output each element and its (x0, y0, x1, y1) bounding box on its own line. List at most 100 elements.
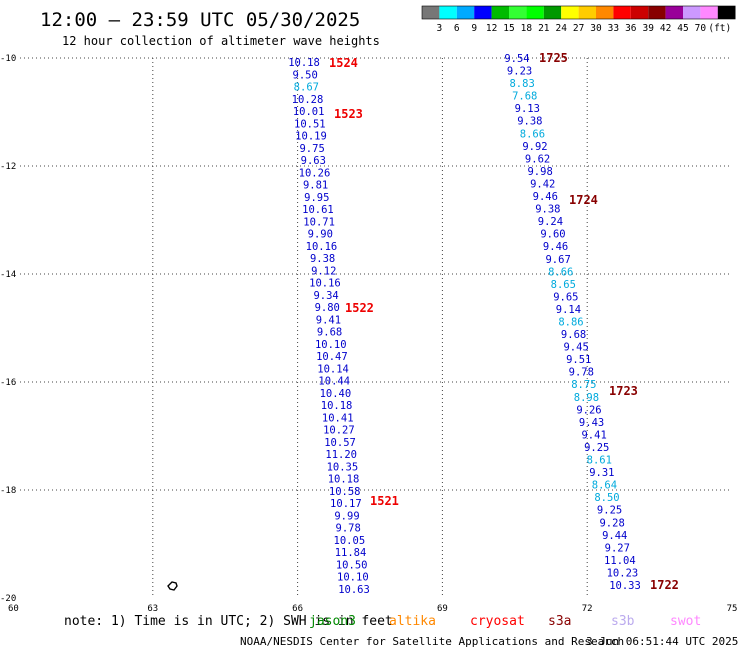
wave-height-value: 9.23 (507, 66, 532, 78)
wave-height-value: 8.50 (594, 492, 619, 504)
pass-time-label: 1522 (345, 301, 374, 315)
island-shape (167, 581, 178, 591)
legend-tick-label: 30 (590, 23, 602, 34)
page-title: 12:00 – 23:59 UTC 05/30/2025 (40, 9, 360, 31)
wave-height-value: 11.20 (325, 449, 357, 461)
legend-swatch (491, 6, 509, 19)
wave-height-value: 8.86 (558, 317, 583, 329)
wave-height-value: 10.18 (288, 57, 320, 69)
wave-height-value: 10.50 (336, 559, 368, 571)
legend-tick-label: 70 (695, 23, 707, 34)
wave-height-value: 9.42 (530, 178, 555, 190)
wave-height-value: 9.25 (597, 505, 622, 517)
wave-height-value: 9.12 (311, 265, 336, 277)
legend-swatch (439, 6, 457, 19)
wave-height-value: 9.41 (316, 314, 341, 326)
pass-time-label: 1722 (650, 578, 679, 592)
legend-swatch (526, 6, 544, 19)
wave-height-value: 10.18 (328, 474, 360, 486)
wave-height-value: 9.46 (543, 241, 568, 253)
wave-height-value: 9.38 (535, 204, 560, 216)
lat-tick-label: -10 (0, 54, 16, 64)
wave-height-value: 9.27 (605, 542, 630, 554)
wave-height-value: 11.84 (335, 547, 367, 559)
lon-tick-label: 72 (582, 604, 593, 614)
legend-frame (421, 5, 736, 20)
satellite-cryosat: cryosat (470, 614, 525, 629)
wave-height-value: 10.58 (329, 486, 361, 498)
legend-tick-label: 3 (437, 23, 443, 34)
wave-height-value: 9.99 (334, 510, 359, 522)
wave-height-value: 9.38 (517, 116, 542, 128)
legend-swatch (474, 6, 492, 19)
legend-swatch (578, 6, 596, 19)
lon-tick-label: 75 (727, 604, 738, 614)
legend-tick-label: 21 (538, 23, 550, 34)
pass-time-label: 1524 (329, 56, 358, 70)
wave-height-value: 9.65 (553, 291, 578, 303)
track-1520: 10.189.508.6710.2810.0110.5110.199.759.6… (288, 56, 399, 596)
wave-height-value: 9.98 (527, 166, 552, 178)
wave-height-value: 9.75 (299, 143, 324, 155)
wave-height-value: 11.04 (604, 555, 636, 567)
wave-height-value: 10.27 (323, 425, 355, 437)
lon-tick-label: 60 (8, 604, 19, 614)
legend-unit: (ft) (708, 23, 731, 34)
legend-swatch (561, 6, 579, 19)
wave-height-value: 8.98 (574, 392, 599, 404)
pass-time-label: 1725 (539, 51, 568, 65)
wave-height-value: 10.18 (321, 400, 353, 412)
wave-height-value: 9.81 (303, 180, 328, 192)
lat-tick-label: -18 (0, 486, 16, 496)
wave-height-value: 10.33 (609, 580, 641, 592)
satellite-s3a: s3a (548, 614, 571, 629)
wave-height-value: 10.17 (330, 498, 362, 510)
wave-height-value: 9.63 (301, 155, 326, 167)
legend-swatch (543, 6, 562, 19)
legend-swatch (700, 6, 718, 19)
wave-height-value: 9.60 (540, 229, 565, 241)
legend-tick-label: 33 (608, 23, 619, 34)
wave-height-value: 10.40 (320, 388, 352, 400)
lon-tick-label: 69 (437, 604, 448, 614)
wave-height-value: 10.71 (303, 216, 335, 228)
timestamp-text: 3 Jun 06:51:44 UTC 2025 (586, 635, 738, 648)
legend-swatch (665, 6, 683, 19)
legend-swatch (683, 6, 701, 19)
wave-height-value: 10.01 (293, 106, 325, 118)
legend-swatch (613, 6, 631, 19)
wave-height-value: 9.44 (602, 530, 627, 542)
wave-height-value: 9.31 (589, 467, 614, 479)
wave-height-value: 9.54 (504, 53, 529, 65)
wave-height-value: 8.64 (592, 480, 617, 492)
wave-height-value: 9.25 (584, 442, 609, 454)
wave-height-value: 10.41 (322, 412, 354, 424)
wave-height-value: 10.61 (302, 204, 334, 216)
pass-time-label: 1724 (569, 193, 598, 207)
wave-height-value: 9.90 (308, 229, 333, 241)
legend-tick-label: 36 (625, 23, 637, 34)
satellite-swot: swot (670, 614, 701, 629)
legend-swatch (630, 6, 649, 19)
lon-tick-label: 63 (147, 604, 158, 614)
note-text: note: 1) Time is in UTC; 2) SWH is in fe… (64, 614, 393, 629)
satellite-jason3: jason3 (309, 614, 356, 629)
legend-tick-label: 24 (555, 23, 567, 34)
page-subtitle: 12 hour collection of altimeter wave hei… (62, 34, 380, 48)
wave-height-value: 10.51 (294, 118, 326, 130)
wave-height-value: 9.14 (556, 304, 581, 316)
wave-height-value: 9.78 (569, 367, 594, 379)
wave-height-value: 9.51 (566, 354, 591, 366)
wave-height-value: 10.05 (334, 535, 366, 547)
wave-height-value: 8.66 (548, 266, 573, 278)
wave-height-value: 9.24 (538, 216, 563, 228)
wave-height-value: 8.61 (587, 455, 612, 467)
legend-tick-label: 45 (677, 23, 688, 34)
legend-tick-label: 6 (454, 23, 460, 34)
lat-tick-label: -16 (0, 378, 16, 388)
wave-height-value: 9.95 (304, 192, 329, 204)
legend-swatch (456, 6, 475, 19)
wave-height-value: 9.68 (561, 329, 586, 341)
wave-height-value: 9.62 (525, 153, 550, 165)
legend-tick-label: 9 (471, 23, 477, 34)
